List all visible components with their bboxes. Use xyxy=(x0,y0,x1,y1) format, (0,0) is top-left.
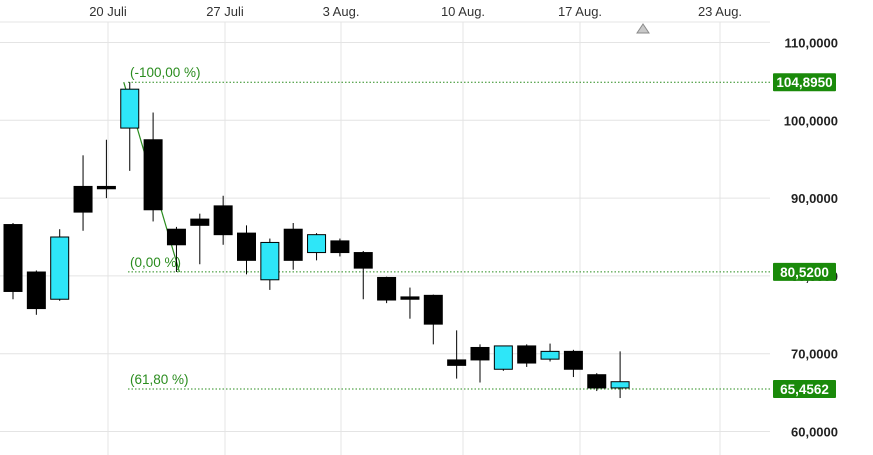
candle-body xyxy=(353,252,373,269)
candle-body xyxy=(493,345,513,370)
candle xyxy=(540,343,560,362)
x-tick-label: 17 Aug. xyxy=(558,4,602,19)
candle-body xyxy=(50,236,70,300)
candle-body xyxy=(166,228,186,246)
x-tick-label: 10 Aug. xyxy=(441,4,485,19)
fib-labels: (-100,00 %) (0,00 %) (61,80 %) xyxy=(130,65,201,387)
candle xyxy=(610,351,630,399)
candle-body xyxy=(73,185,93,213)
candle-body xyxy=(26,271,46,310)
candle xyxy=(307,233,327,261)
grid xyxy=(0,21,770,455)
candle-body xyxy=(143,139,163,211)
candle-body xyxy=(377,276,397,301)
candle xyxy=(587,373,607,392)
candle-body xyxy=(120,88,140,129)
x-tick-label: 20 Juli xyxy=(89,4,127,19)
candle xyxy=(447,330,467,379)
candle-body xyxy=(96,185,116,190)
candle xyxy=(400,287,420,319)
candle xyxy=(423,294,443,345)
candle xyxy=(96,139,116,199)
fib-level-label: (-100,00 %) xyxy=(130,65,201,80)
x-tick-label: 3 Aug. xyxy=(323,4,360,19)
candle xyxy=(283,222,303,270)
candle-body xyxy=(610,381,630,389)
candle xyxy=(517,344,537,367)
candle xyxy=(563,349,583,378)
y-tick-label: 70,0000 xyxy=(791,347,838,362)
candle xyxy=(3,222,23,300)
price-badge xyxy=(773,73,836,92)
candle xyxy=(213,195,233,245)
candle-body xyxy=(190,218,210,226)
price-badge xyxy=(773,262,836,281)
candle-body xyxy=(540,350,560,360)
y-tick-label: 100,0000 xyxy=(784,113,838,128)
candle-body xyxy=(400,296,420,300)
price-badge-text: 80,5200 xyxy=(780,265,829,280)
candle xyxy=(377,276,397,304)
x-tick-label: 23 Aug. xyxy=(698,4,742,19)
candle-body xyxy=(423,294,443,325)
candle-body xyxy=(3,224,23,292)
candle-body xyxy=(447,359,467,366)
candle-body xyxy=(563,350,583,370)
price-badge-text: 104,8950 xyxy=(776,75,832,90)
y-tick-label: 60,0000 xyxy=(791,425,838,440)
candle xyxy=(143,112,163,222)
candle-body xyxy=(213,205,233,236)
candle-body xyxy=(283,228,303,261)
scroll-marker-icon[interactable] xyxy=(636,23,650,34)
candle xyxy=(260,238,280,290)
price-badges: 104,8950 80,5200 65,4562 xyxy=(773,73,836,399)
x-tick-label: 27 Juli xyxy=(206,4,244,19)
candle xyxy=(120,82,140,171)
candle xyxy=(237,225,256,275)
price-badge-text: 65,4562 xyxy=(780,382,829,397)
y-axis: 110,0000100,000090,000080,000070,000060,… xyxy=(784,36,838,440)
candle-body xyxy=(587,374,607,389)
y-tick-label: 90,0000 xyxy=(791,191,838,206)
candle-body xyxy=(237,232,256,261)
price-badge xyxy=(773,380,836,399)
candle xyxy=(470,344,490,383)
candle xyxy=(50,229,70,301)
candle xyxy=(26,270,46,315)
fib-lines xyxy=(128,81,772,390)
candle xyxy=(73,155,93,231)
candle xyxy=(330,238,350,257)
candle xyxy=(493,345,513,371)
candle-body xyxy=(330,240,350,254)
candle-body xyxy=(307,234,327,254)
y-tick-label: 110,0000 xyxy=(784,36,838,51)
candle-body xyxy=(517,345,537,364)
candle xyxy=(353,251,373,300)
fib-level-label: (0,00 %) xyxy=(130,255,181,270)
candle xyxy=(190,213,210,265)
candle-body xyxy=(260,241,280,281)
candle xyxy=(166,226,186,273)
candles xyxy=(3,82,630,399)
x-axis: 20 Juli 27 Juli 3 Aug. 10 Aug. 17 Aug. 23 Aug… xyxy=(89,4,742,19)
candle-body xyxy=(470,346,490,361)
fib-level-label: (61,80 %) xyxy=(130,372,189,387)
